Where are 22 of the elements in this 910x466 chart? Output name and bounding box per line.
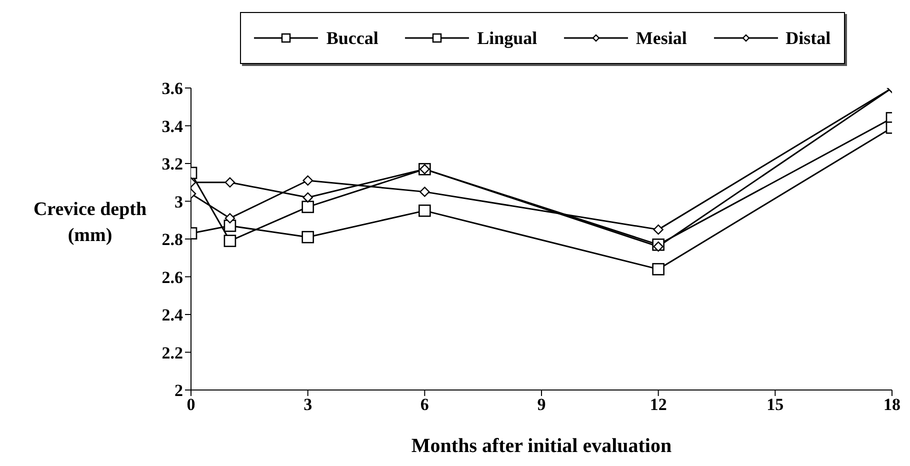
y-tick-label: 3 (174, 192, 183, 212)
y-tick-label: 3.6 (162, 79, 183, 98)
legend-label: Distal (786, 28, 831, 48)
y-tick-label: 2.2 (162, 343, 183, 362)
y-tick-label: 2 (174, 381, 183, 400)
x-tick-label: 0 (186, 395, 196, 414)
legend-label: Lingual (477, 28, 538, 48)
y-tick-label: 2.8 (162, 230, 183, 250)
x-tick-label: 6 (420, 395, 429, 414)
x-axis-title: Months after initial evaluation (411, 435, 672, 457)
x-tick-label: 3 (304, 395, 312, 414)
y-tick-label: 3.2 (162, 154, 183, 174)
y-tick-label: 2.6 (162, 268, 183, 287)
x-tick-label: 18 (884, 395, 900, 414)
y-tick-label: 3.4 (162, 116, 184, 136)
legend-label: Buccal (326, 28, 378, 48)
x-tick-label: 15 (766, 395, 784, 414)
y-tick-label: 2.4 (162, 306, 184, 325)
x-tick-label: 12 (650, 395, 667, 414)
legend-label: Mesial (636, 28, 687, 48)
y-axis-title: Crevice depth (mm) (33, 199, 147, 246)
x-tick-label: 9 (537, 395, 546, 414)
